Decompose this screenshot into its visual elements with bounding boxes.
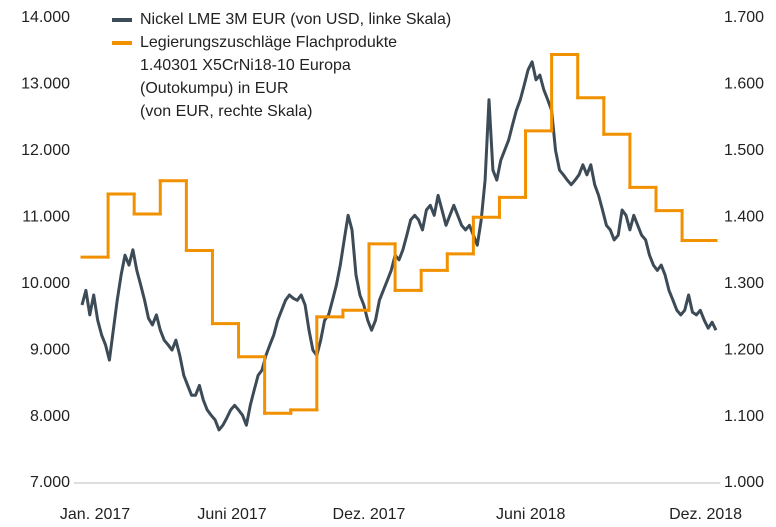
x-tick-label: Juni 2018	[496, 506, 565, 523]
y2-tick-label: 1.100	[724, 408, 764, 425]
y2-tick-label: 1.500	[724, 142, 764, 159]
x-tick-label: Dez. 2018	[669, 506, 742, 523]
legend-swatch	[112, 18, 132, 22]
y-tick-label: 9.000	[30, 341, 70, 358]
x-tick-label: Jan. 2017	[60, 506, 130, 523]
legend-swatch	[112, 41, 132, 45]
y-tick-label: 12.000	[21, 142, 70, 159]
legend-label: Legierungszuschläge Flachprodukte 1.4030…	[140, 34, 398, 120]
y-tick-label: 14.000	[21, 9, 70, 26]
legend-label: Nickel LME 3M EUR (von USD, linke Skala)	[140, 11, 452, 28]
legend: Nickel LME 3M EUR (von USD, linke Skala)…	[112, 8, 451, 123]
data-line	[80, 60, 718, 432]
y2-tick-label: 1.700	[724, 9, 764, 26]
y2-tick-label: 1.400	[724, 209, 764, 226]
y-tick-label: 8.000	[30, 408, 70, 425]
y2-tick-label: 1.000	[724, 474, 764, 491]
y2-tick-label: 1.200	[724, 341, 764, 358]
legend-entry: Legierungszuschläge Flachprodukte 1.4030…	[112, 31, 451, 123]
y-tick-label: 11.000	[22, 209, 70, 226]
y-tick-label: 7.000	[30, 474, 70, 491]
y-tick-label: 10.000	[21, 275, 70, 292]
x-tick-label: Juni 2017	[197, 506, 266, 523]
y2-tick-label: 1.600	[724, 76, 764, 93]
y-tick-label: 13.000	[21, 76, 70, 93]
legend-entry: Nickel LME 3M EUR (von USD, linke Skala)	[112, 8, 451, 31]
x-tick-label: Dez. 2017	[333, 506, 406, 523]
y2-tick-label: 1.300	[724, 275, 764, 292]
